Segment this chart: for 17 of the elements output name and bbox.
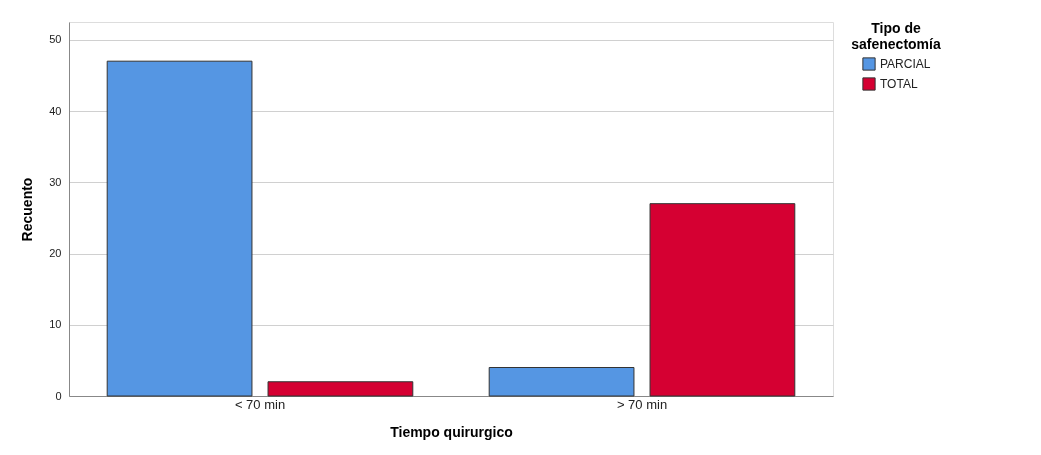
legend-title: Tipo de safenectomía [851, 20, 941, 52]
y-tick-label: 50 [49, 33, 62, 46]
bar [488, 367, 635, 397]
y-tick-label: 40 [49, 104, 62, 117]
y-tick-label: 0 [55, 389, 62, 402]
bar [267, 381, 414, 397]
x-tick-label: > 70 min [616, 396, 668, 412]
bar [649, 203, 796, 397]
bar [106, 60, 253, 397]
y-tick-label: 20 [49, 247, 62, 260]
y-tick-label: 10 [49, 318, 62, 331]
x-tick-label: < 70 min [234, 396, 286, 412]
y-tick-label: 30 [49, 175, 62, 188]
x-axis-title: Tiempo quirurgico [390, 423, 513, 440]
y-axis-title: Recuento [19, 177, 36, 242]
legend-label: PARCIAL [880, 57, 931, 71]
legend-label: TOTAL [880, 77, 918, 91]
